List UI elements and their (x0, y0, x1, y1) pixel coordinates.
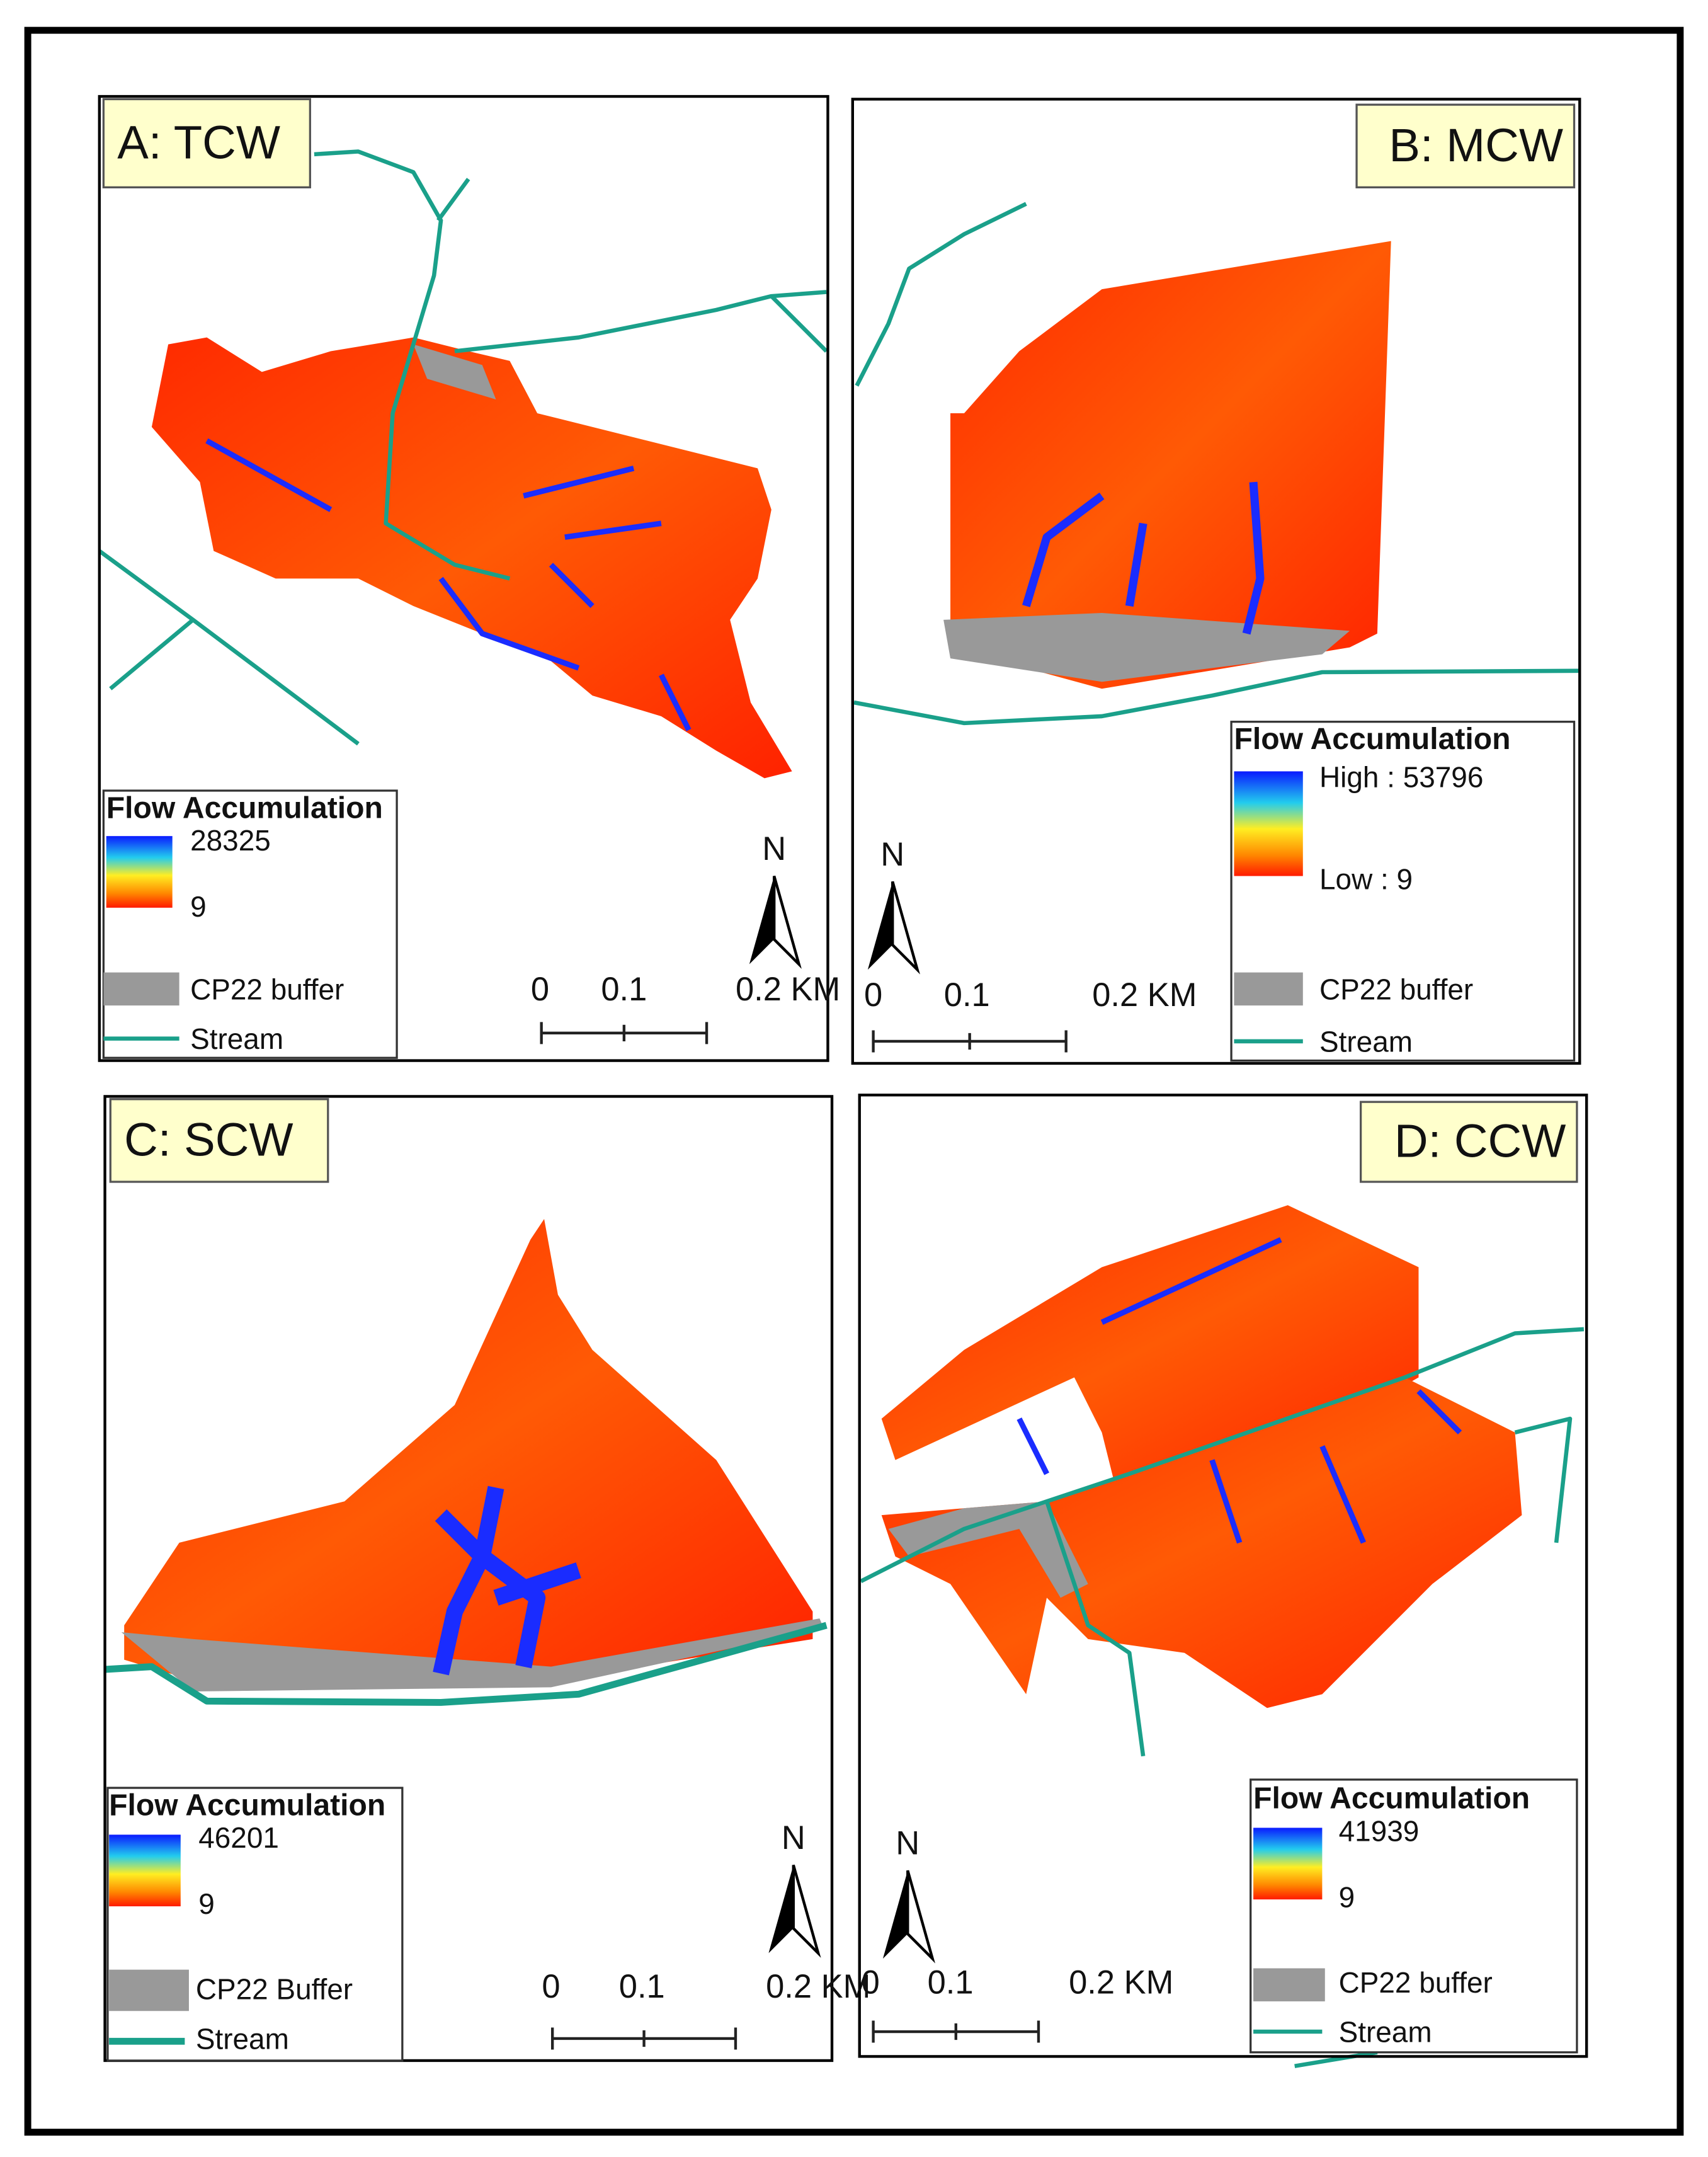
map-features (98, 149, 1585, 2068)
panel-title: C: SCW (124, 1113, 293, 1165)
stream (860, 1327, 1585, 2068)
buffer-swatch (1234, 972, 1303, 1006)
watershed (881, 1205, 1419, 1488)
panel-title: B: MCW (1389, 119, 1563, 171)
legend-title: Flow Accumulation (109, 1788, 385, 1822)
north-arrow-right (772, 875, 802, 969)
legend-high: 41939 (1339, 1814, 1420, 1847)
buffer-swatch (1253, 1968, 1325, 2001)
scale-label: 0.2 KM (1092, 977, 1197, 1014)
scale-label: 0.2 KM (766, 1969, 870, 2005)
watershed (950, 241, 1391, 689)
legend-stream: Stream (1339, 2016, 1432, 2049)
panel-frame (98, 94, 829, 1062)
north-arrow-left (867, 881, 893, 970)
legend-box (106, 1787, 404, 2062)
legend-high: High : 53796 (1319, 761, 1483, 794)
panel-frame (851, 98, 1581, 1065)
north-arrow-left (768, 1865, 794, 1954)
title-box (102, 98, 311, 188)
legend-title: Flow Accumulation (1253, 1781, 1530, 1815)
buffer (413, 344, 496, 400)
channel (1022, 481, 1265, 635)
channel (1016, 1237, 1462, 1544)
color-ramp (109, 1834, 181, 1907)
title-box (1359, 1101, 1578, 1183)
legend-title: Flow Accumulation (106, 791, 383, 825)
stream (98, 149, 828, 746)
legend-box (1250, 1778, 1578, 2054)
scale-bar (872, 1030, 1068, 1053)
scale-bar (550, 2027, 737, 2050)
scale-bar (872, 2020, 1040, 2043)
legend-stream: Stream (1319, 1025, 1413, 1058)
legend-high: 46201 (198, 1821, 279, 1854)
panel-frame (858, 1094, 1588, 2058)
legend-low: 9 (1339, 1880, 1355, 1913)
north-label: N (762, 831, 786, 867)
scale-label: 0 (864, 977, 882, 1014)
north-label: N (782, 1820, 806, 1857)
buffer-swatch (103, 972, 179, 1006)
panel-frame (103, 1095, 834, 2063)
color-ramp (1234, 771, 1303, 876)
watershed (881, 1377, 1522, 1708)
stream (853, 202, 1580, 726)
scale-label: 0.2 KM (736, 971, 840, 1008)
panel-title: D: CCW (1394, 1115, 1566, 1167)
legend-buffer: CP22 buffer (1339, 1966, 1493, 1999)
scale-label: 0 (862, 1965, 880, 2001)
legend-low: 9 (198, 1887, 215, 1920)
legend-buffer: CP22 buffer (190, 973, 344, 1005)
north-arrow-right (792, 1864, 821, 1958)
title-box (1355, 103, 1576, 188)
legend-title: Flow Accumulation (1234, 722, 1510, 756)
north-arrow-left (882, 1870, 908, 1959)
panel: B: MCW Flow Accumulation High : 53796 Low :… (851, 98, 1581, 1065)
scale-label: 0.1 (601, 971, 647, 1008)
watershed (151, 337, 792, 779)
legend-low: Low : 9 (1319, 862, 1413, 895)
legend-buffer: CP22 buffer (1319, 973, 1473, 1005)
legend-box (102, 789, 398, 1059)
buffer (888, 1501, 1088, 1598)
scale-label: 0.2 KM (1069, 1965, 1173, 2001)
legend-stream: Stream (190, 1022, 283, 1055)
north-arrow-right (906, 1870, 935, 1964)
north-arrow-left (749, 876, 775, 964)
scale-label: 0.1 (944, 977, 990, 1014)
north-label: N (880, 837, 904, 873)
panel-title: A: TCW (117, 116, 280, 168)
stream (105, 1622, 828, 1706)
channel (433, 1485, 581, 1676)
scale-label: 0.1 (928, 1965, 974, 2001)
legend-stream: Stream (196, 2022, 289, 2055)
watershed (124, 1219, 813, 1681)
buffer (121, 1618, 824, 1691)
title-box (109, 1098, 329, 1183)
scale-label: 0.1 (619, 1969, 665, 2005)
color-ramp (1253, 1828, 1323, 1900)
legend-high: 28325 (190, 824, 271, 857)
legend-low: 9 (190, 890, 207, 923)
legend-buffer: CP22 Buffer (196, 1973, 353, 2006)
scale-label: 0 (542, 1969, 560, 2005)
outer-frame (24, 26, 1684, 2136)
scale-bar (540, 1022, 709, 1044)
north-arrow-right (891, 881, 920, 975)
channel (205, 438, 692, 731)
buffer-swatch (109, 1969, 189, 2011)
color-ramp (106, 836, 173, 908)
north-label: N (896, 1826, 919, 1862)
scale-label: 0 (531, 971, 549, 1008)
